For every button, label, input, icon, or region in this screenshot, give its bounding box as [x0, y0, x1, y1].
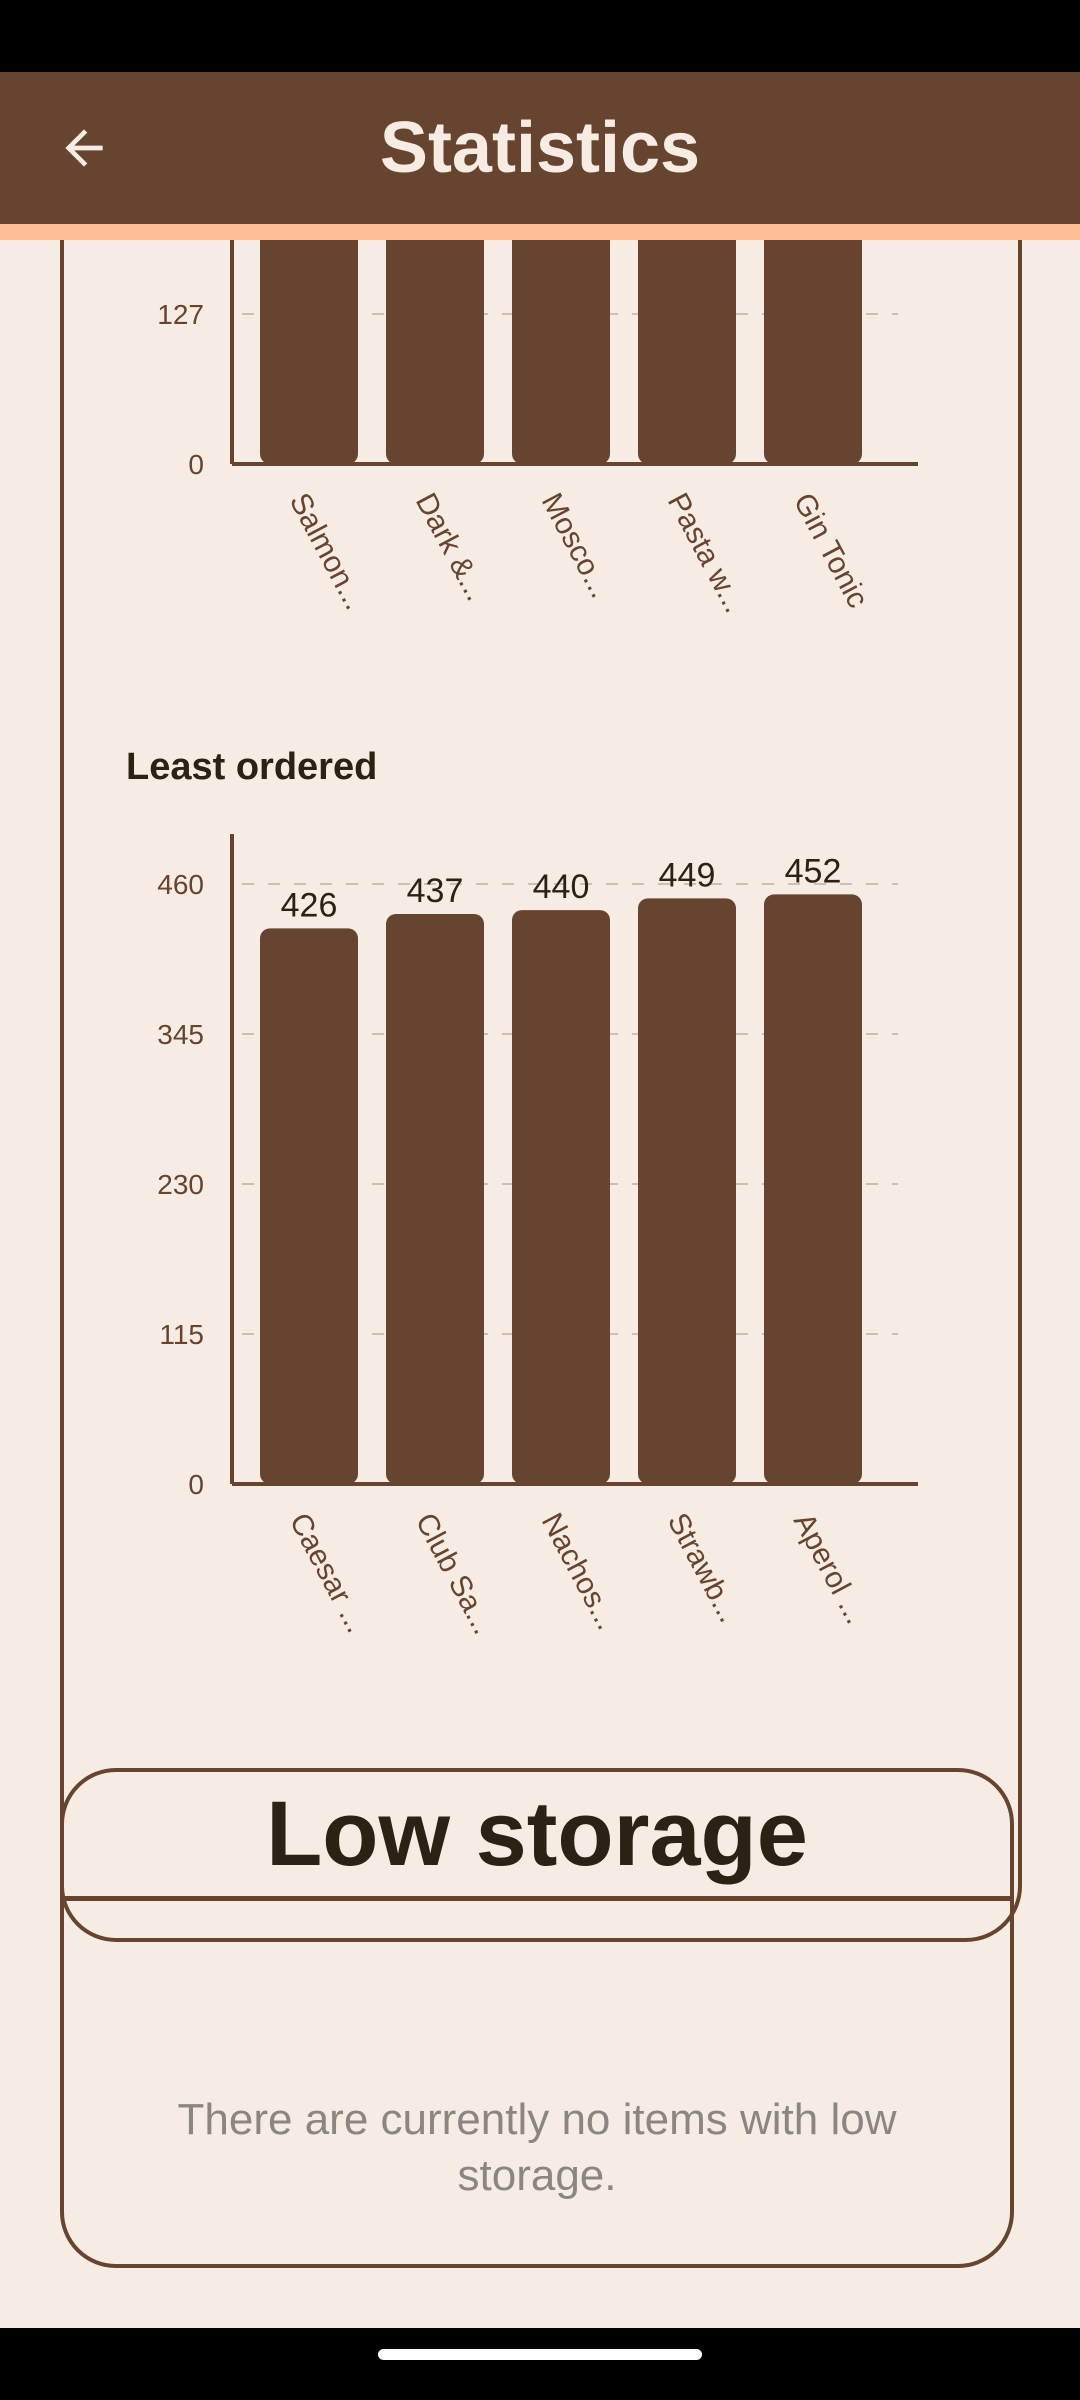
bar	[764, 240, 862, 464]
y-tick-label: 460	[157, 869, 204, 900]
bar	[764, 894, 862, 1484]
y-tick-label: 115	[159, 1319, 204, 1350]
category-label: Salmon...	[283, 488, 372, 615]
category-label: Strawb...	[661, 1508, 746, 1628]
back-button[interactable]	[40, 112, 128, 184]
y-tick-label: 230	[157, 1169, 204, 1200]
y-tick-label: 345	[157, 1019, 204, 1050]
category-label: Dark &...	[409, 488, 493, 607]
category-label: Caesar ...	[283, 1508, 373, 1638]
least-ordered-label: Least ordered	[126, 746, 378, 788]
bar	[638, 240, 736, 464]
category-label: Nachos...	[535, 1508, 624, 1635]
most-ordered-chart: 0 127 Salmon... Dark &... Mosco... Pasta w...…	[157, 240, 918, 618]
bar	[512, 910, 610, 1484]
bar-value-label: 437	[407, 872, 464, 910]
least-ordered-chart: 0 115 230 345 460 426 437 440 449 452 Caesar ... Cl…	[157, 834, 918, 1640]
low-storage-card: Low storage There are currently no items…	[60, 1768, 1014, 2268]
bar	[386, 914, 484, 1484]
y-tick-label: 0	[188, 449, 204, 480]
category-label: Gin Tonic	[787, 488, 875, 613]
y-tick-label: 0	[188, 1469, 204, 1500]
category-label: Mosco...	[535, 488, 617, 604]
bar	[638, 898, 736, 1484]
y-tick-label: 127	[157, 299, 204, 330]
app-bar: Statistics	[0, 72, 1080, 224]
home-gesture-handle[interactable]	[378, 2349, 702, 2360]
scroll-content[interactable]: 0 127 Salmon... Dark &... Mosco... Pasta w...…	[0, 240, 1080, 2328]
low-storage-empty-message: There are currently no items with low st…	[177, 2095, 897, 2200]
page-title: Statistics	[379, 108, 701, 188]
navigation-bar	[0, 2328, 1080, 2400]
status-bar	[0, 0, 1080, 72]
bar-value-label: 440	[533, 868, 590, 906]
category-label: Aperol ...	[787, 1508, 873, 1630]
bar	[260, 928, 358, 1484]
bar-value-label: 426	[281, 886, 338, 924]
bar	[512, 240, 610, 464]
app-bar-accent-strip	[0, 224, 1080, 240]
statistics-card	[60, 240, 1022, 1942]
low-storage-title: Low storage	[64, 1772, 1010, 1901]
category-label: Pasta w...	[661, 488, 751, 618]
bar-value-label: 452	[785, 852, 842, 890]
category-label: Club Sa...	[409, 1508, 500, 1640]
bar-value-label: 449	[659, 856, 716, 894]
arrow-left-icon	[65, 129, 103, 167]
bar	[386, 240, 484, 464]
bar	[260, 240, 358, 464]
